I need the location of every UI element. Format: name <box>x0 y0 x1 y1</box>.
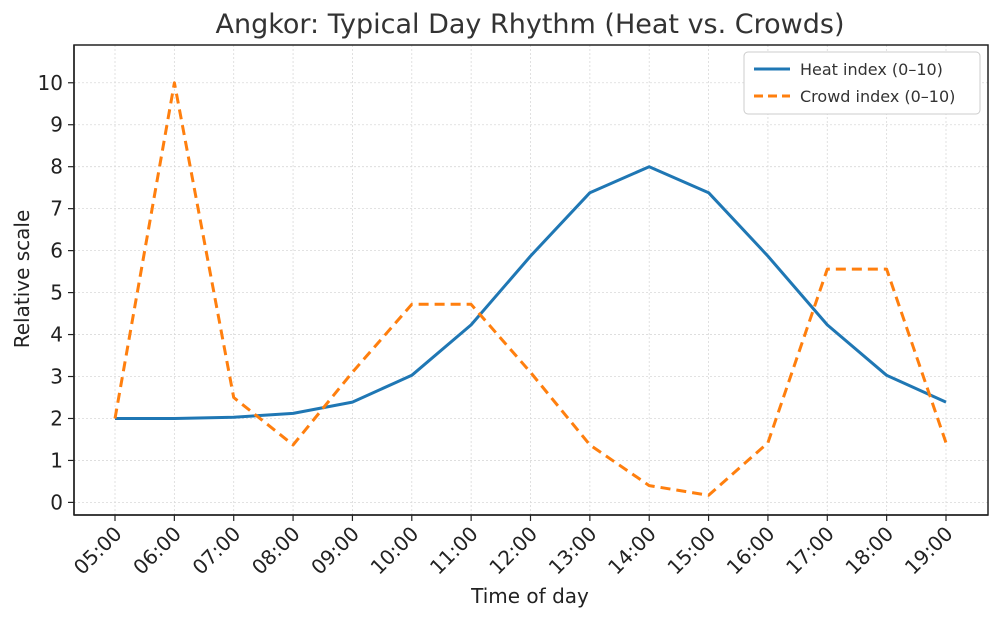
x-tick-label: 16:00 <box>722 522 780 580</box>
series-lines <box>113 81 948 497</box>
plot-frame <box>73 44 989 516</box>
x-tick-label: 07:00 <box>188 522 246 580</box>
x-tick-label: 15:00 <box>662 522 720 580</box>
y-axis-label: Relative scale <box>10 210 34 349</box>
x-tick-label: 11:00 <box>425 522 483 580</box>
x-tick-label: 18:00 <box>840 522 898 580</box>
legend-label-crowd: Crowd index (0–10) <box>800 87 955 106</box>
heat-index-line <box>115 165 947 420</box>
y-tick-label: 9 <box>50 113 63 137</box>
x-tick-label: 09:00 <box>306 522 364 580</box>
y-tick-label: 5 <box>50 281 63 305</box>
y-tick-label: 4 <box>50 323 63 347</box>
x-tick-label: 14:00 <box>603 522 661 580</box>
x-tick-label: 19:00 <box>900 522 958 580</box>
y-tick-label: 8 <box>50 155 63 179</box>
x-tick-label: 06:00 <box>128 522 186 580</box>
y-tick-label: 7 <box>50 197 63 221</box>
x-tick-label: 17:00 <box>781 522 839 580</box>
y-tick-label: 2 <box>50 406 63 430</box>
x-tick-label: 13:00 <box>544 522 602 580</box>
x-tick-label: 12:00 <box>484 522 542 580</box>
x-axis-label: Time of day <box>470 584 589 608</box>
y-tick-label: 1 <box>50 448 63 472</box>
legend: Heat index (0–10) Crowd index (0–10) <box>743 51 981 115</box>
grid <box>74 45 988 515</box>
legend-label-heat: Heat index (0–10) <box>800 60 943 79</box>
y-tick-label: 6 <box>50 239 63 263</box>
x-tick-label: 10:00 <box>366 522 424 580</box>
y-axis: 0 1 2 3 4 5 6 7 8 9 10 <box>38 45 75 515</box>
x-tick-label: 08:00 <box>247 522 305 580</box>
y-tick-label: 3 <box>50 365 63 389</box>
y-tick-label: 0 <box>50 490 63 514</box>
chart-title: Angkor: Typical Day Rhythm (Heat vs. Cro… <box>215 9 844 40</box>
legend-box <box>743 51 981 115</box>
y-tick-label: 10 <box>38 71 63 95</box>
x-axis: 05:00 06:00 07:00 08:00 09:00 10:00 11:00 12:00… <box>69 514 988 580</box>
x-tick-label: 05:00 <box>69 522 127 580</box>
